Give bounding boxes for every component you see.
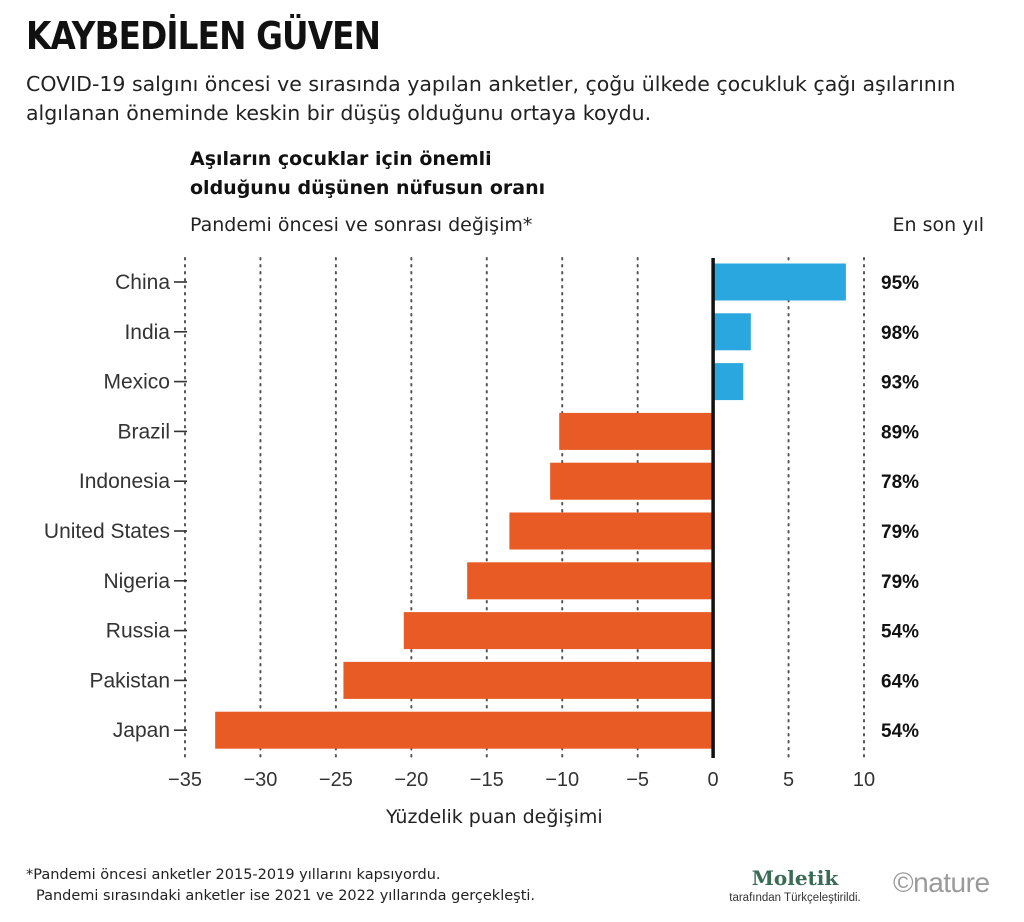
x-axis-label: Yüzdelik puan değişimi — [386, 806, 603, 828]
category-label: China — [115, 271, 170, 294]
latest-year-value: 54% — [881, 721, 919, 742]
nature-credit: ©nature — [893, 867, 990, 898]
latest-year-value: 64% — [881, 671, 919, 692]
category-label: Mexico — [103, 371, 170, 394]
latest-year-value: 79% — [881, 572, 919, 593]
footnote-line-2: Pandemi sırasındaki anketler ise 2021 ve… — [36, 888, 536, 904]
moletik-logo: Moletik — [751, 866, 839, 890]
category-label: Russia — [106, 620, 171, 643]
grid-lines — [184, 257, 865, 759]
x-tick-label: −5 — [626, 769, 649, 791]
chart-title: Aşıların çocuklar için önemli olduğunu d… — [190, 145, 545, 203]
bar — [343, 661, 714, 699]
x-tick-label: −15 — [470, 769, 504, 791]
latest-year-value: 89% — [881, 422, 919, 443]
category-label: Nigeria — [103, 570, 170, 593]
headline: KAYBEDİLEN GÜVEN — [26, 14, 381, 58]
category-label: Brazil — [117, 420, 170, 443]
x-tick-label: 5 — [783, 769, 794, 791]
category-label: India — [124, 321, 170, 344]
chart-title-line-1: Aşıların çocuklar için önemli — [190, 148, 492, 170]
chart-title-line-2: olduğunu düşünen nüfusun oranı — [190, 177, 546, 199]
bars — [215, 263, 846, 749]
translator-credit: Moletik tarafından Türkçeleştirildi. — [720, 866, 870, 904]
category-label: United States — [44, 520, 170, 543]
x-tick-label: −35 — [168, 769, 202, 791]
x-tick-label: −30 — [243, 769, 277, 791]
bar — [509, 512, 714, 550]
bar — [713, 363, 744, 401]
x-tick-label: 10 — [853, 769, 875, 791]
bar — [467, 562, 714, 600]
footnote: *Pandemi öncesi anketler 2015-2019 yılla… — [26, 865, 535, 907]
category-label: Pakistan — [89, 669, 170, 692]
bar — [403, 612, 714, 650]
bar — [559, 412, 714, 450]
x-tick-label: 0 — [708, 769, 719, 791]
subhead: COVID-19 salgını öncesi ve sırasında yap… — [26, 72, 956, 125]
translator-tagline: tarafından Türkçeleştirildi. — [729, 892, 861, 904]
latest-year-value: 78% — [881, 472, 919, 493]
x-tick-label: −25 — [319, 769, 353, 791]
labels: −35 −30 −25 −20 −15 −10 −5 0 5 10 China 95% India 98%… — [44, 271, 919, 791]
latest-year-value: 54% — [881, 622, 919, 643]
footnote-line-1: *Pandemi öncesi anketler 2015-2019 yılla… — [26, 867, 441, 883]
x-tick-label: −20 — [394, 769, 428, 791]
axes — [174, 258, 715, 758]
latest-year-value: 98% — [881, 323, 919, 344]
bar — [713, 313, 751, 351]
category-label: Indonesia — [79, 470, 170, 493]
latest-year-value: 93% — [881, 373, 919, 394]
category-label: Japan — [113, 719, 170, 742]
latest-year-column-header: En son yıl — [892, 214, 985, 236]
x-tick-label: −10 — [545, 769, 579, 791]
latest-year-value: 79% — [881, 522, 919, 543]
latest-year-value: 95% — [881, 273, 919, 294]
bar — [713, 263, 846, 301]
bar — [215, 711, 714, 749]
change-column-header: Pandemi öncesi ve sonrası değişim* — [190, 214, 533, 236]
bar — [550, 462, 714, 500]
